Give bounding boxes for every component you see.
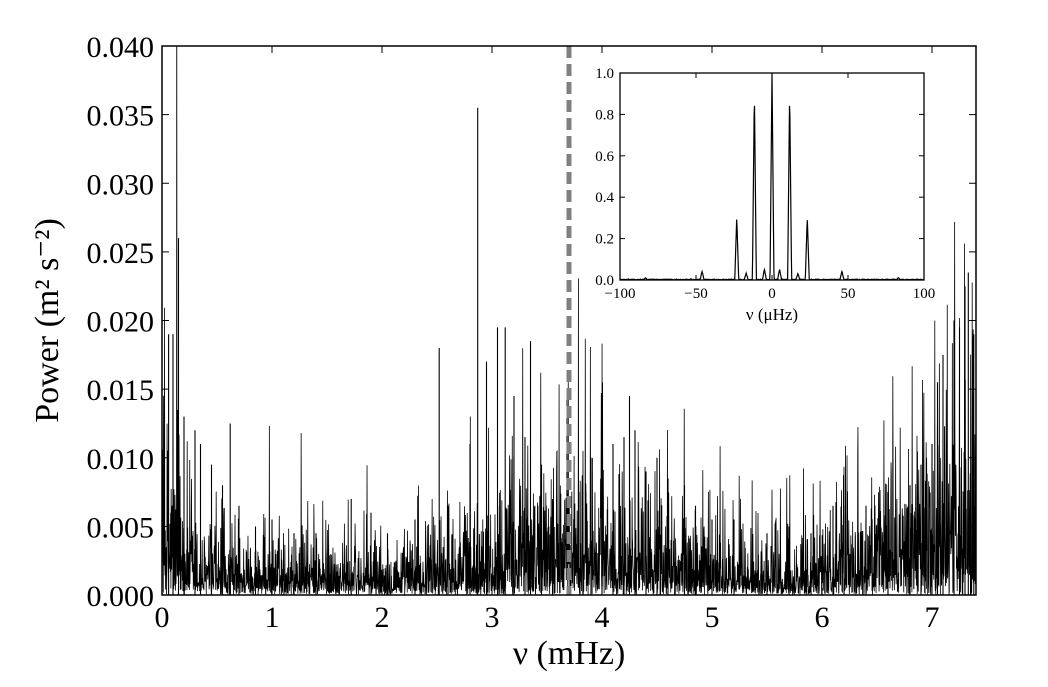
inset-x-axis-title: ν (μHz) (746, 305, 798, 324)
main-x-axis-title: ν (mHz) (513, 635, 626, 672)
spectrum-line (162, 46, 976, 595)
main-ytick-label: 0.025 (87, 237, 155, 270)
inset-ytick-label: 0.2 (595, 232, 614, 248)
main-ytick-label: 0.030 (87, 168, 155, 201)
main-plot: 0 1 2 3 4 5 6 7 0.000 0.005 0.010 0.015 0.020 0.025 0.… (29, 31, 977, 672)
main-ytick-label: 0.015 (87, 374, 155, 407)
main-ytick-label: 0.010 (87, 443, 155, 476)
main-ytick-label: 0.035 (87, 100, 155, 133)
main-xtick-label: 7 (925, 601, 940, 634)
main-y-axis-title: Power (m² s⁻²) (29, 218, 66, 423)
main-xtick-label: 4 (595, 601, 610, 634)
inset-xtick-label: −100 (605, 286, 636, 302)
inset-ytick-label: 1.0 (595, 66, 614, 82)
inset-plot: −100 −50 0 50 100 0.0 0.2 0.4 0.6 0.8 1.0 ν (μHz) (595, 66, 935, 324)
main-xtick-label: 6 (815, 601, 830, 634)
inset-xtick-label: 100 (913, 286, 936, 302)
main-xtick-label: 3 (485, 601, 500, 634)
inset-ytick-label: 0.0 (595, 273, 614, 289)
main-xtick-label: 2 (375, 601, 390, 634)
inset-ytick-label: 0.4 (595, 190, 614, 206)
inset-xtick-label: 50 (841, 286, 856, 302)
main-xtick-label: 5 (705, 601, 720, 634)
inset-xtick-label: −50 (684, 286, 707, 302)
main-ytick-label: 0.000 (87, 580, 155, 613)
main-ytick-label: 0.040 (87, 31, 155, 64)
main-xtick-label: 1 (265, 601, 280, 634)
main-xtick-label: 0 (155, 601, 170, 634)
inset-xtick-label: 0 (768, 286, 776, 302)
inset-ytick-label: 0.6 (595, 149, 614, 165)
inset-ytick-label: 0.8 (595, 107, 614, 123)
main-ytick-label: 0.020 (87, 306, 155, 339)
main-ytick-label: 0.005 (87, 511, 155, 544)
